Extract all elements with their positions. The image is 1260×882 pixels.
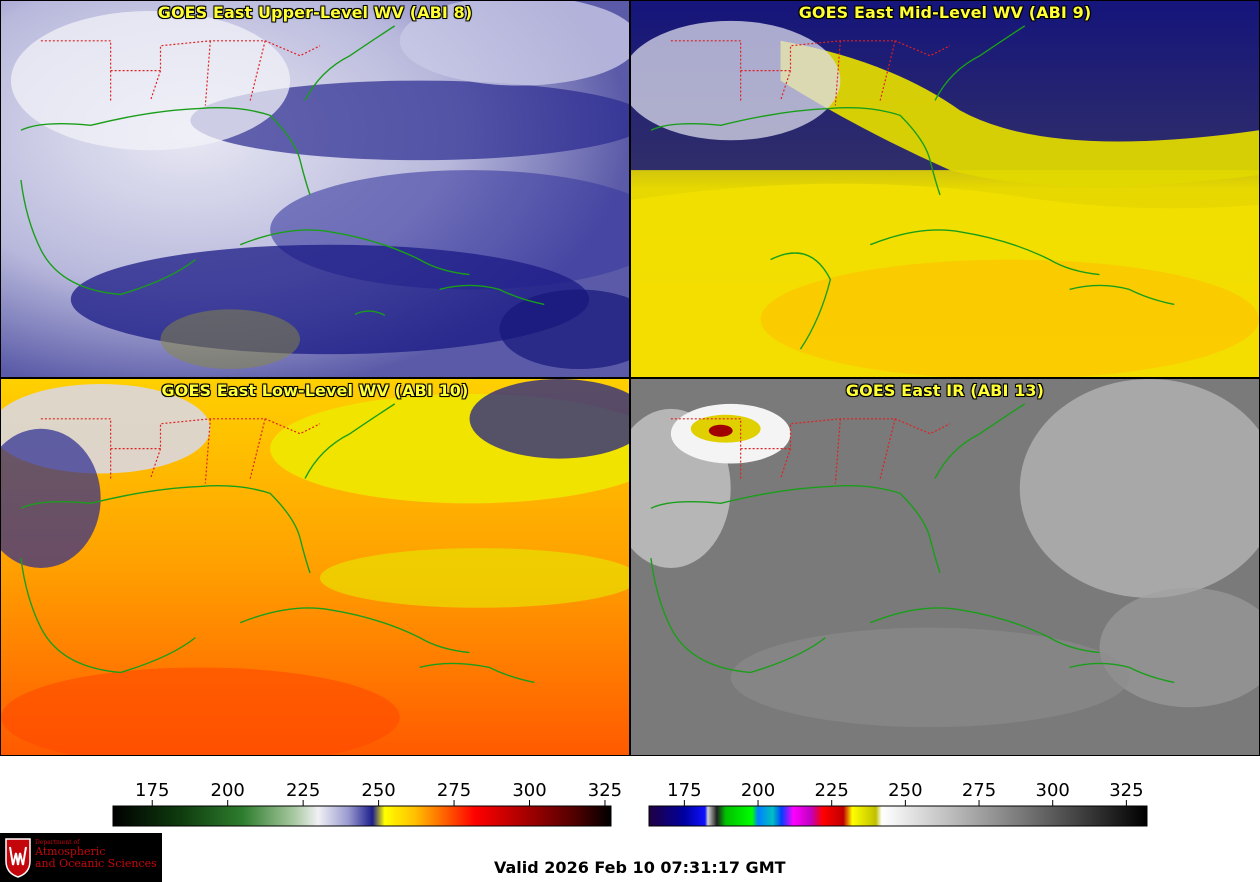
panel-title: GOES East Mid-Level WV (ABI 9) <box>798 3 1092 22</box>
colorbar-tick-label: 325 <box>588 780 622 801</box>
colorbar-gradient <box>112 805 612 827</box>
panel-title: GOES East IR (ABI 13) <box>845 381 1045 400</box>
colorbar-gradient <box>648 805 1148 827</box>
colorbar-tick-label: 175 <box>667 780 701 801</box>
satellite-image-upper-wv <box>1 1 629 377</box>
aos-logo-text: Department of Atmospheric and Oceanic Sc… <box>35 839 157 870</box>
panel-low-level-wv: GOES East Low-Level WV (ABI 10) <box>0 378 630 756</box>
colorbar-tick-label: 225 <box>286 780 320 801</box>
satellite-image-mid-wv <box>631 1 1259 377</box>
colorbar-tick-label: 175 <box>135 780 169 801</box>
satellite-image-ir <box>631 379 1259 755</box>
colorbar-tick-label: 300 <box>1036 780 1070 801</box>
colorbar-tick-label: 200 <box>741 780 775 801</box>
uw-crest-icon <box>5 838 31 878</box>
panel-title: GOES East Upper-Level WV (ABI 8) <box>157 3 473 22</box>
panel-mid-level-wv: GOES East Mid-Level WV (ABI 9) <box>630 0 1260 378</box>
logo-dept: Department of <box>35 839 80 846</box>
colorbar-tick-label: 275 <box>962 780 996 801</box>
colorbar-tick-label: 300 <box>512 780 546 801</box>
colorbar-tick-label: 250 <box>361 780 395 801</box>
colorbar-tick-label: 275 <box>437 780 471 801</box>
panel-title: GOES East Low-Level WV (ABI 10) <box>161 381 469 400</box>
colorbar-tick-label: 225 <box>815 780 849 801</box>
valid-time: Valid 2026 Feb 10 07:31:17 GMT <box>494 858 786 877</box>
panel-ir: GOES East IR (ABI 13) <box>630 378 1260 756</box>
logo-line2: and Oceanic Sciences <box>35 857 157 870</box>
satellite-image-low-wv <box>1 379 629 755</box>
logo-line1: Atmospheric <box>35 845 106 858</box>
colorbar-tick-label: 200 <box>211 780 245 801</box>
colorbar-wv: 175 200 225 250 275 300 325 <box>112 780 622 827</box>
colorbar-ir: 175 200 225 250 275 300 325 <box>648 780 1148 827</box>
colorbar-tick-label: 325 <box>1109 780 1143 801</box>
colorbar-tick-label: 250 <box>888 780 922 801</box>
aos-logo: Department of Atmospheric and Oceanic Sc… <box>0 833 162 882</box>
panel-upper-level-wv: GOES East Upper-Level WV (ABI 8) <box>0 0 630 378</box>
